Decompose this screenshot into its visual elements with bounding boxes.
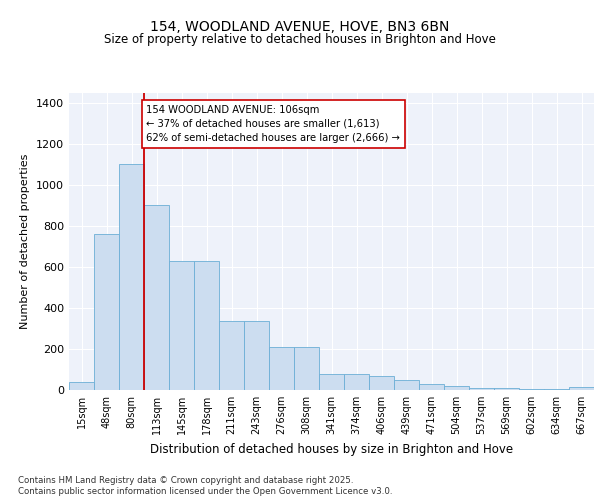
Bar <box>319 374 344 390</box>
Bar <box>94 234 119 390</box>
Bar <box>269 347 294 390</box>
Bar <box>69 382 94 390</box>
Bar <box>219 322 244 390</box>
Bar <box>444 386 469 390</box>
Bar <box>494 388 519 390</box>
Bar <box>394 380 419 390</box>
Bar <box>119 164 144 390</box>
Bar <box>369 376 394 390</box>
Text: Contains HM Land Registry data © Crown copyright and database right 2025.: Contains HM Land Registry data © Crown c… <box>18 476 353 485</box>
Bar <box>294 347 319 390</box>
Text: Size of property relative to detached houses in Brighton and Hove: Size of property relative to detached ho… <box>104 32 496 46</box>
Bar <box>519 389 544 390</box>
Bar <box>169 260 194 390</box>
Bar <box>469 388 494 390</box>
Text: 154, WOODLAND AVENUE, HOVE, BN3 6BN: 154, WOODLAND AVENUE, HOVE, BN3 6BN <box>151 20 449 34</box>
Bar <box>569 387 594 390</box>
Bar <box>144 206 169 390</box>
Bar <box>244 322 269 390</box>
Y-axis label: Number of detached properties: Number of detached properties <box>20 154 31 329</box>
Bar <box>194 260 219 390</box>
Bar <box>419 384 444 390</box>
Text: 154 WOODLAND AVENUE: 106sqm
← 37% of detached houses are smaller (1,613)
62% of : 154 WOODLAND AVENUE: 106sqm ← 37% of det… <box>146 105 400 143</box>
Text: Contains public sector information licensed under the Open Government Licence v3: Contains public sector information licen… <box>18 487 392 496</box>
Bar <box>344 374 369 390</box>
X-axis label: Distribution of detached houses by size in Brighton and Hove: Distribution of detached houses by size … <box>150 442 513 456</box>
